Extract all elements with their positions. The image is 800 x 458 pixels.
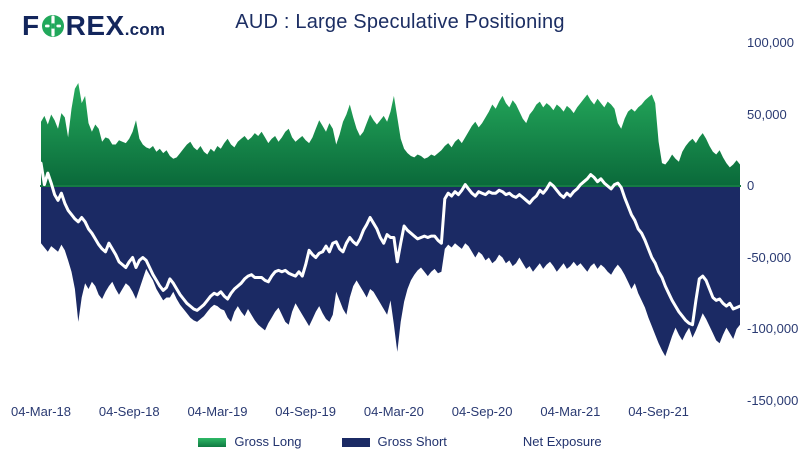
logo-letter-f: F — [22, 10, 40, 41]
legend-item-gross-short: Gross Short — [341, 434, 447, 450]
net-exposure-label: Net Exposure — [522, 434, 602, 449]
x-tick-label: 04-Sep-20 — [451, 404, 513, 419]
y-tick-label: 50,000 — [747, 106, 787, 122]
gross-long-swatch — [198, 437, 227, 447]
y-tick-label: 0 — [747, 178, 755, 193]
logo-letters-rex: REX — [65, 10, 125, 41]
page-title: AUD : Large Speculative Positioning — [235, 11, 565, 33]
y-tick-label: 100,000 — [747, 35, 794, 50]
gross-short-swatch — [341, 437, 370, 447]
gross-long-area — [41, 83, 740, 186]
x-tick-label: 04-Mar-20 — [363, 404, 424, 419]
gross-long-label: Gross Long — [234, 434, 302, 449]
chart-legend: Gross Long Gross Short Net Exposure — [0, 434, 800, 450]
x-tick-label: 04-Sep-18 — [98, 404, 160, 419]
x-tick-label: 04-Sep-21 — [628, 404, 689, 419]
forex-com-logo: F REX .com — [22, 9, 165, 43]
legend-item-gross-long: Gross Long — [198, 434, 302, 450]
y-tick-label: -150,000 — [747, 392, 799, 408]
y-tick-label: -100,000 — [747, 321, 799, 336]
positioning-chart — [40, 83, 741, 357]
legend-item-net-exposure: Net Exposure — [486, 434, 602, 450]
gross-short-label: Gross Short — [377, 434, 447, 449]
x-tick-label: 04-Mar-21 — [540, 404, 601, 419]
gross-short-area — [41, 186, 740, 357]
y-tick-label: -50,000 — [747, 249, 792, 265]
net-exposure-swatch — [486, 437, 515, 447]
x-tick-label: 04-Mar-18 — [11, 404, 71, 419]
logo-o-icon — [41, 14, 65, 38]
logo-o-glyph — [41, 15, 64, 37]
x-tick-label: 04-Sep-19 — [275, 404, 337, 419]
net-exposure-line — [40, 161, 741, 327]
logo-dot-com: .com — [124, 19, 166, 39]
x-tick-label: 04-Mar-19 — [187, 404, 248, 419]
